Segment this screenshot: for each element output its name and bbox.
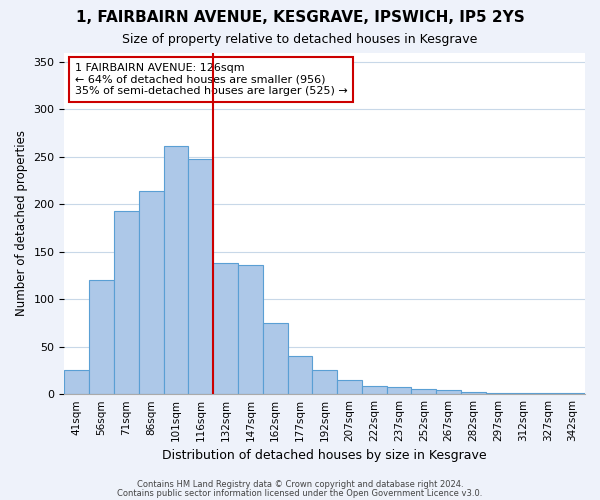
- Bar: [362, 386, 386, 394]
- Bar: [238, 265, 263, 394]
- X-axis label: Distribution of detached houses by size in Kesgrave: Distribution of detached houses by size …: [163, 450, 487, 462]
- Bar: [535, 393, 560, 394]
- Bar: [461, 392, 486, 394]
- Bar: [386, 386, 412, 394]
- Bar: [188, 159, 213, 394]
- Text: 1, FAIRBAIRN AVENUE, KESGRAVE, IPSWICH, IP5 2YS: 1, FAIRBAIRN AVENUE, KESGRAVE, IPSWICH, …: [76, 10, 524, 25]
- Text: Contains HM Land Registry data © Crown copyright and database right 2024.: Contains HM Land Registry data © Crown c…: [137, 480, 463, 489]
- Text: 1 FAIRBAIRN AVENUE: 126sqm
← 64% of detached houses are smaller (956)
35% of sem: 1 FAIRBAIRN AVENUE: 126sqm ← 64% of deta…: [75, 63, 347, 96]
- Bar: [337, 380, 362, 394]
- Bar: [89, 280, 114, 394]
- Bar: [560, 393, 585, 394]
- Bar: [412, 390, 436, 394]
- Bar: [114, 211, 139, 394]
- Bar: [139, 191, 164, 394]
- Text: Contains public sector information licensed under the Open Government Licence v3: Contains public sector information licen…: [118, 490, 482, 498]
- Bar: [64, 370, 89, 394]
- Bar: [164, 146, 188, 394]
- Bar: [436, 390, 461, 394]
- Bar: [313, 370, 337, 394]
- Bar: [263, 323, 287, 394]
- Bar: [287, 356, 313, 394]
- Bar: [213, 263, 238, 394]
- Y-axis label: Number of detached properties: Number of detached properties: [15, 130, 28, 316]
- Bar: [511, 393, 535, 394]
- Text: Size of property relative to detached houses in Kesgrave: Size of property relative to detached ho…: [122, 32, 478, 46]
- Bar: [486, 393, 511, 394]
